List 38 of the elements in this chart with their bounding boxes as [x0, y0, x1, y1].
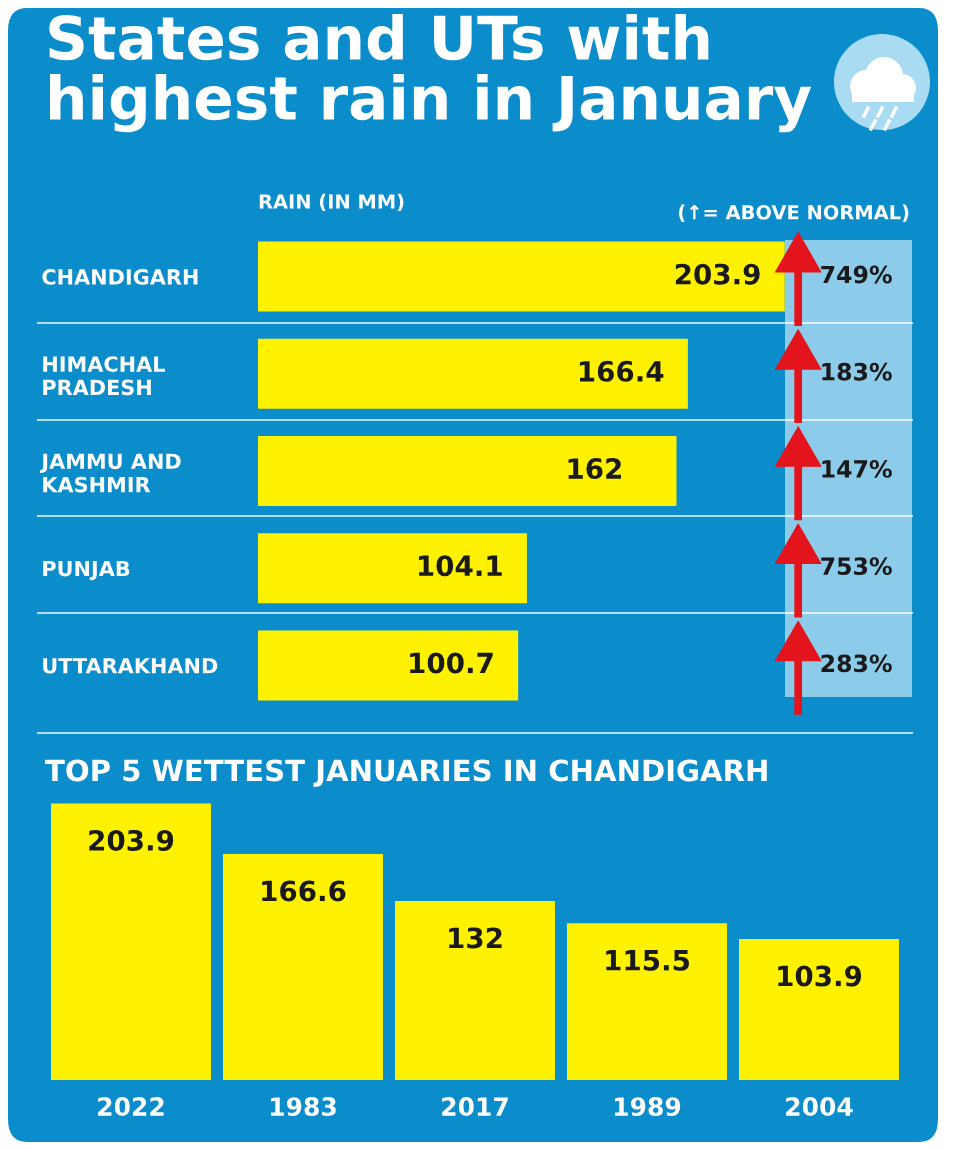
x-tick-label: 2017: [442, 1097, 508, 1117]
text: 147%: [822, 459, 892, 478]
text: 183%: [822, 362, 892, 381]
bar: [258, 533, 527, 604]
data-label: 132: [449, 927, 502, 949]
y-tick-label: CHANDIGARH: [42, 269, 198, 285]
data-label: 115.5: [606, 950, 689, 971]
x-tick-label: 1989: [615, 1097, 681, 1117]
data-label: 103.9: [778, 965, 862, 987]
text: 283%: [821, 654, 892, 673]
x-tick-label: 2004: [786, 1097, 853, 1117]
text: 749%: [821, 265, 892, 284]
data-label: 166.6: [262, 880, 346, 902]
data-label: 203.9: [89, 829, 174, 851]
bar: [258, 338, 688, 409]
data-label: 104.1: [418, 555, 502, 577]
y-tick-label: UTTARAKHAND: [43, 658, 218, 674]
chart-title: TOP 5 WETTEST JANUARIES IN CHANDIGARH: [45, 759, 767, 787]
chart-title: States and UTs with highest rain in January: [49, 14, 812, 133]
bar: [258, 630, 519, 701]
bar: [258, 436, 677, 506]
y-tick-label: JAMMU AND KASHMIR: [40, 453, 181, 493]
bar: [395, 901, 555, 1080]
y-tick-label: PUNJAB: [43, 560, 130, 581]
data-label: 203.9: [675, 263, 760, 285]
text: (↑= ABOVE NORMAL): [678, 204, 909, 222]
x-tick-label: 1983: [271, 1097, 336, 1117]
text: 753%: [821, 557, 892, 576]
bar: [567, 923, 727, 1080]
bar: [51, 803, 211, 1080]
x-tick-label: 2022: [98, 1097, 164, 1117]
data-label: 162: [568, 458, 621, 480]
y-tick-label: HIMACHAL PRADESH: [43, 356, 165, 396]
bar: [223, 854, 383, 1080]
data-label: 100.7: [410, 652, 493, 674]
bar: [739, 939, 899, 1080]
data-label: 166.4: [579, 360, 664, 382]
x-axis-title: RAIN (IN MM): [259, 193, 404, 212]
